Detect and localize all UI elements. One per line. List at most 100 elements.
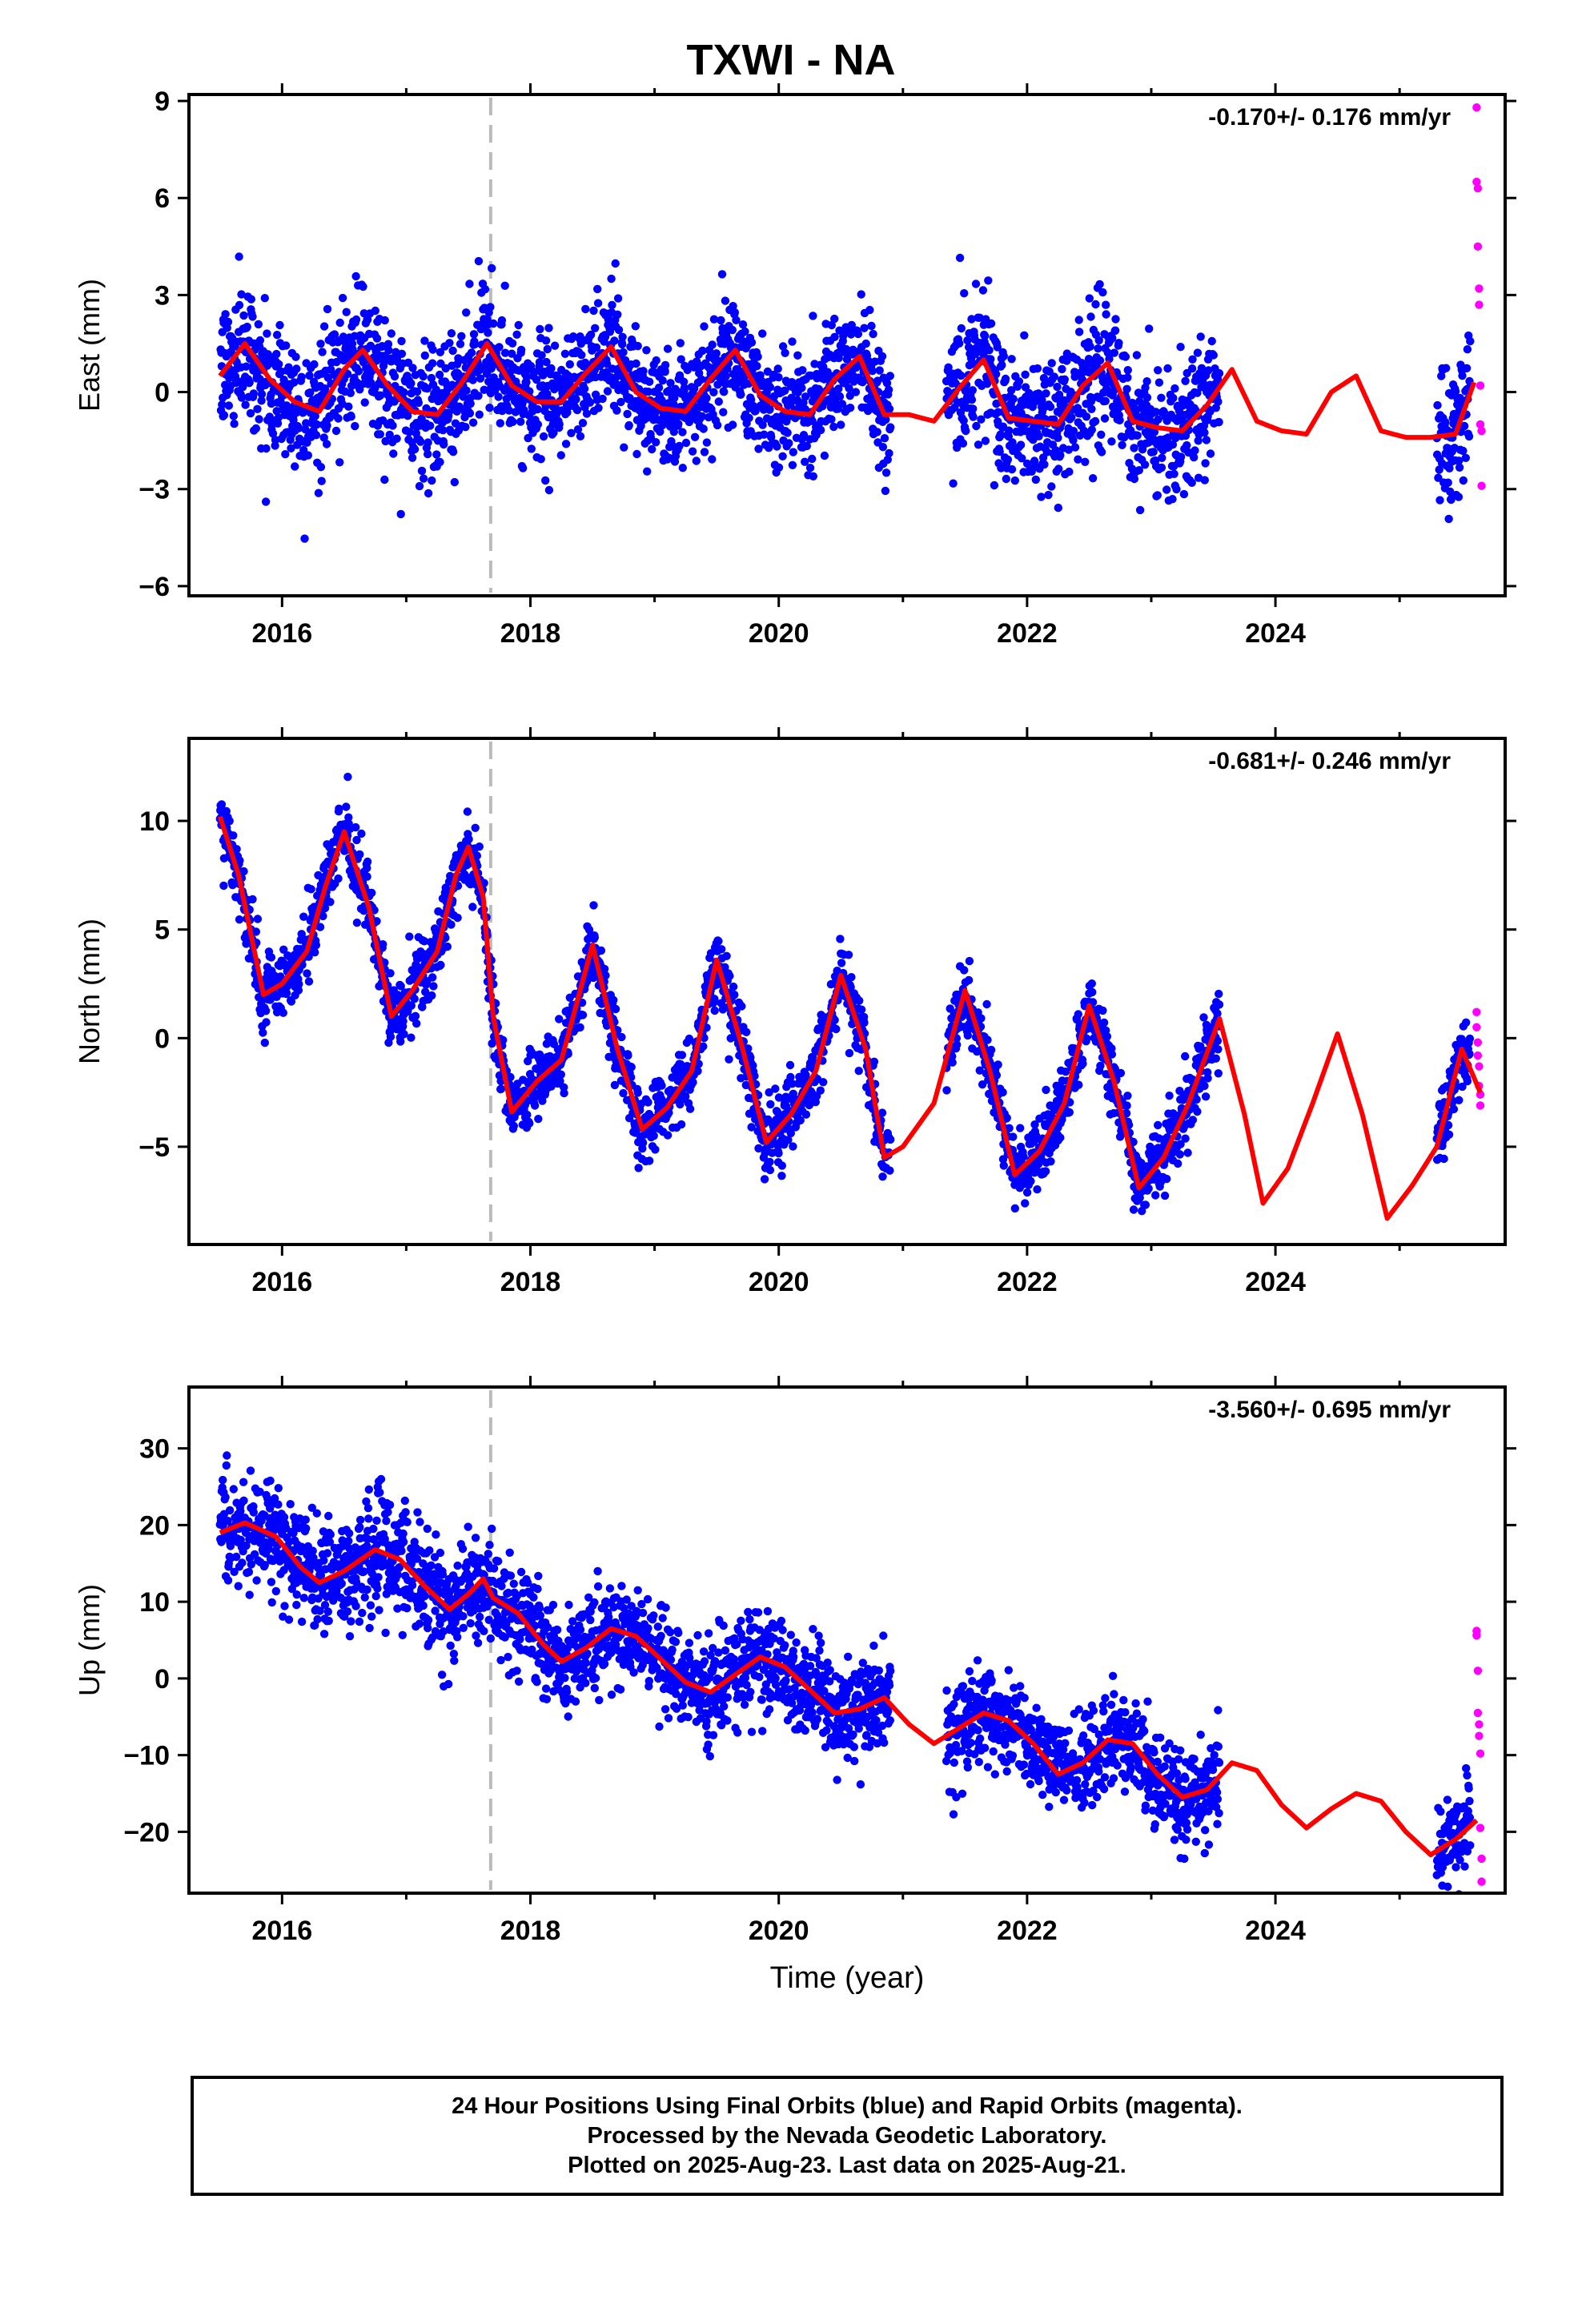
data-point	[332, 357, 341, 367]
data-point	[578, 419, 588, 428]
data-point	[741, 327, 749, 336]
data-point	[661, 360, 670, 370]
data-point	[1199, 380, 1208, 389]
data-point	[268, 429, 278, 438]
data-point	[1142, 377, 1151, 386]
data-point	[860, 1018, 869, 1027]
data-point	[578, 1011, 588, 1019]
data-point	[1018, 454, 1026, 463]
data-point	[386, 1032, 396, 1041]
data-point	[1123, 373, 1132, 382]
data-point	[854, 1067, 863, 1076]
data-point	[853, 329, 863, 339]
data-point	[439, 426, 448, 435]
data-point	[744, 1044, 753, 1053]
data-point	[462, 308, 471, 317]
data-point	[968, 386, 978, 395]
data-point	[611, 1004, 620, 1014]
data-point	[717, 945, 726, 954]
data-point	[944, 363, 953, 372]
data-point	[494, 392, 503, 401]
data-point	[1054, 390, 1064, 400]
data-point	[243, 322, 251, 332]
data-point	[219, 411, 229, 420]
data-point	[1001, 374, 1010, 384]
data-point	[342, 308, 351, 316]
data-point	[600, 964, 609, 974]
data-point	[797, 384, 806, 392]
data-point	[789, 1142, 797, 1151]
data-point	[869, 329, 877, 339]
data-point	[717, 270, 727, 279]
data-point	[484, 328, 492, 337]
data-point	[253, 404, 262, 413]
data-point	[235, 856, 244, 865]
data-point	[881, 415, 890, 424]
data-point	[555, 420, 564, 428]
data-point	[241, 400, 250, 409]
data-point	[229, 412, 238, 420]
data-point	[974, 440, 983, 449]
data-point	[683, 365, 692, 375]
data-point	[693, 1067, 702, 1076]
data-point	[771, 1084, 780, 1093]
data-point	[778, 452, 787, 460]
data-point	[845, 384, 853, 392]
data-point	[725, 971, 734, 980]
data-point	[405, 428, 414, 436]
data-point	[885, 1166, 894, 1175]
data-point	[533, 420, 543, 429]
data-point	[259, 1028, 267, 1037]
data-point	[998, 360, 1006, 370]
data-point	[991, 370, 1001, 379]
data-point	[645, 377, 654, 386]
data-point	[765, 405, 774, 414]
data-point	[405, 932, 414, 941]
data-point	[1135, 505, 1145, 515]
data-point	[1042, 1085, 1050, 1095]
data-point	[314, 489, 323, 497]
data-point	[476, 374, 485, 383]
data-point	[1102, 1032, 1112, 1041]
data-point	[1200, 476, 1210, 485]
data-point	[692, 456, 701, 465]
data-point	[426, 421, 435, 430]
data-point	[1157, 393, 1166, 402]
data-point	[960, 966, 969, 975]
data-point	[857, 290, 865, 299]
data-point	[1451, 387, 1460, 396]
data-point	[1202, 436, 1211, 444]
data-point	[420, 336, 429, 345]
data-point	[249, 389, 258, 398]
data-point	[708, 455, 717, 464]
data-point	[450, 477, 459, 487]
data-point	[279, 945, 288, 955]
rapid-orbit-points	[1472, 103, 1486, 490]
data-point	[699, 424, 708, 433]
data-point	[860, 324, 869, 332]
data-point	[765, 1157, 774, 1167]
data-point	[652, 356, 661, 365]
data-point	[496, 419, 504, 428]
data-point	[623, 409, 632, 419]
data-point	[785, 439, 793, 448]
data-point	[522, 372, 532, 381]
data-point	[387, 329, 396, 338]
data-point	[657, 1081, 666, 1090]
data-point	[598, 394, 607, 404]
data-point	[428, 973, 437, 982]
data-point	[568, 332, 578, 341]
data-point	[754, 444, 763, 453]
data-point	[751, 407, 760, 416]
data-point	[480, 385, 488, 394]
data-point	[1162, 485, 1171, 494]
data-point	[737, 390, 745, 399]
data-point	[694, 1059, 703, 1068]
data-point	[1187, 364, 1197, 373]
data-point	[509, 1121, 518, 1131]
data-point	[585, 398, 595, 407]
data-point	[1087, 404, 1096, 413]
data-point	[1150, 428, 1159, 436]
data-point	[272, 349, 281, 359]
data-point	[753, 352, 762, 361]
